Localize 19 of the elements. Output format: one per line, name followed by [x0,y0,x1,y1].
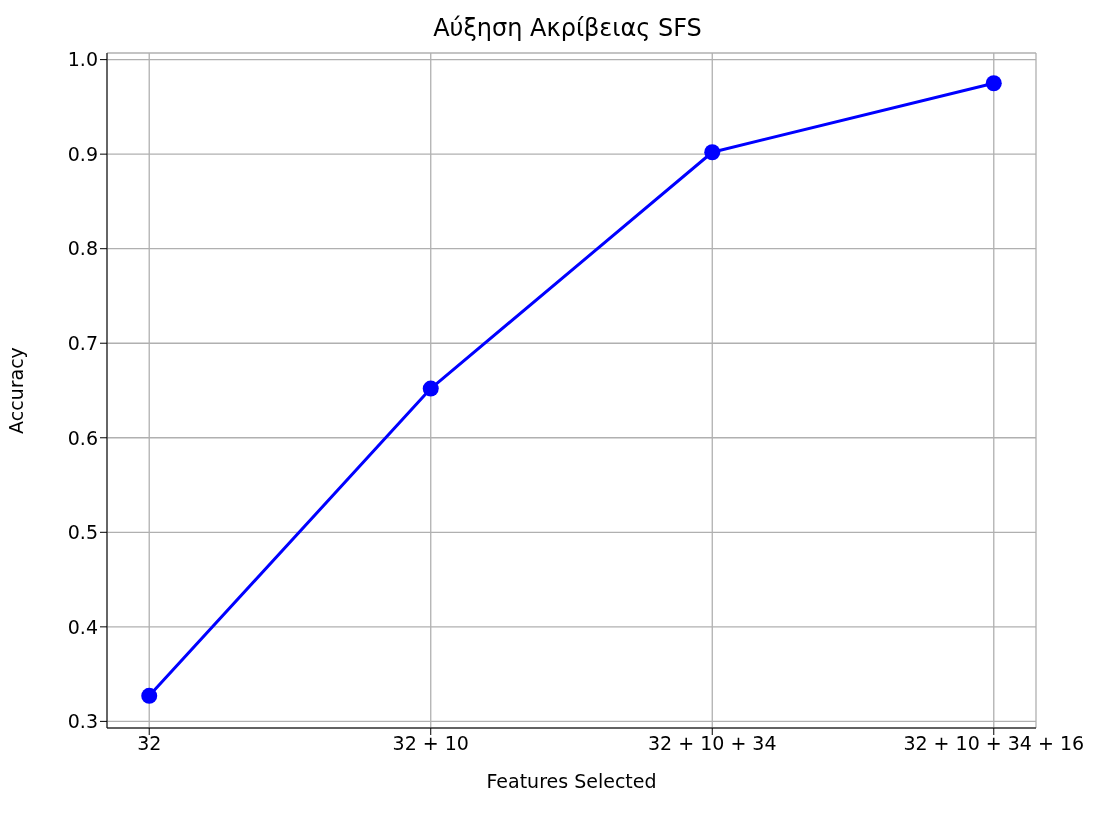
chart-title: Αύξηση Ακρίβειας SFS [432,14,703,42]
point [704,144,721,161]
point [985,75,1002,92]
y-tick-label: 0.8 [67,237,98,260]
x-axis-title: Features Selected [486,770,657,792]
y-tick-label: 0.4 [67,615,98,638]
y-tick-label: 0.9 [67,142,98,165]
y-tick-label: 0.6 [67,426,98,449]
point [422,380,439,397]
y-tick-label: 0.3 [67,710,98,733]
x-tick-label: 32 [137,732,162,755]
x-tick-label: 32 + 10 [392,732,469,755]
point [141,687,158,704]
y-tick-label: 0.5 [67,521,98,544]
x-tick-label: 32 + 10 + 34 + 16 [903,732,1085,755]
y-tick-label: 0.7 [67,331,98,354]
y-tick-label: 1.0 [67,48,98,71]
y-axis-title: Accuracy [4,347,27,434]
x-tick-label: 32 + 10 + 34 [647,732,777,755]
